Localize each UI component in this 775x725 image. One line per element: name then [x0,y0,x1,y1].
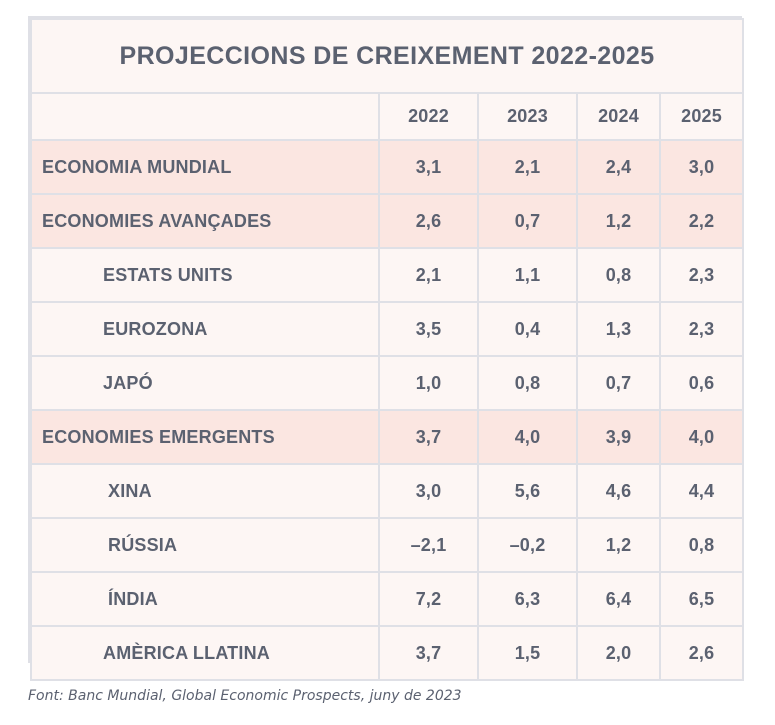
row-label: ESTATS UNITS [30,247,380,303]
table-cell: 4,0 [658,409,745,465]
table-cell: 1,2 [576,517,661,573]
table-cell: 2,0 [576,625,661,681]
table-cell: 3,1 [378,139,479,195]
data-table: PROJECCIONS DE CREIXEMENT 2022-2025 2022… [29,18,745,681]
row-label: ECONOMIES AVANÇADES [30,193,380,249]
table-cell: 4,0 [477,409,578,465]
table-cell: 0,7 [477,193,578,249]
column-header-row: 2022 2023 2024 2025 [30,92,745,141]
table-cell: 0,6 [658,355,745,411]
row-label: ECONOMIA MUNDIAL [30,139,380,195]
table-cell: 6,4 [576,571,661,627]
table-row: JAPÓ 1,0 0,8 0,7 0,6 [30,355,745,411]
table-cell: 2,3 [658,301,745,357]
table-cell: 0,8 [658,517,745,573]
row-label: JAPÓ [30,355,380,411]
table-title: PROJECCIONS DE CREIXEMENT 2022-2025 [29,18,745,94]
table-cell: 0,7 [576,355,661,411]
table-cell: 1,3 [576,301,661,357]
table-cell: 3,5 [378,301,479,357]
table-cell: 2,3 [658,247,745,303]
table-cell: 3,7 [378,625,479,681]
column-header: 2023 [477,92,578,141]
table-cell: 4,6 [576,463,661,519]
table-cell: 2,6 [378,193,479,249]
column-header: 2022 [378,92,479,141]
table-row: ECONOMIA MUNDIAL 3,1 2,1 2,4 3,0 [30,139,745,195]
row-label: ECONOMIES EMERGENTS [30,409,380,465]
table-cell: 0,8 [477,355,578,411]
table-cell: 0,8 [576,247,661,303]
table-cell: 7,2 [378,571,479,627]
table-cell: 0,4 [477,301,578,357]
column-header: 2024 [576,92,661,141]
table-cell: 6,5 [658,571,745,627]
table-row: ECONOMIES EMERGENTS 3,7 4,0 3,9 4,0 [30,409,745,465]
table-cell: 2,2 [658,193,745,249]
table-cell: 2,1 [378,247,479,303]
source-note: Font: Banc Mundial, Global Economic Pros… [28,688,462,704]
table-body: ECONOMIA MUNDIAL 3,1 2,1 2,4 3,0 ECONOMIES AV… [30,139,745,681]
table-cell: 1,1 [477,247,578,303]
table-cell: 1,5 [477,625,578,681]
table-row: ECONOMIES AVANÇADES 2,6 0,7 1,2 2,2 [30,193,745,249]
row-label: ÍNDIA [30,571,380,627]
table-row: EUROZONA 3,5 0,4 1,3 2,3 [30,301,745,357]
table-cell: 3,0 [658,139,745,195]
table-row: XINA 3,0 5,6 4,6 4,4 [30,463,745,519]
row-label: AMÈRICA LLATINA [30,625,380,681]
table-cell: 6,3 [477,571,578,627]
table-cell: 3,7 [378,409,479,465]
table-row: ÍNDIA 7,2 6,3 6,4 6,5 [30,571,745,627]
table-row: ESTATS UNITS 2,1 1,1 0,8 2,3 [30,247,745,303]
table-cell: 2,1 [477,139,578,195]
table-cell: –2,1 [378,517,479,573]
table-cell: 3,0 [378,463,479,519]
table-cell: 5,6 [477,463,578,519]
row-label: EUROZONA [30,301,380,357]
table-cell: 1,0 [378,355,479,411]
table-row: AMÈRICA LLATINA 3,7 1,5 2,0 2,6 [30,625,745,681]
table-cell: 3,9 [576,409,661,465]
table-cell: 2,6 [658,625,745,681]
table-cell: –0,2 [477,517,578,573]
row-label: XINA [30,463,380,519]
column-header: 2025 [658,92,745,141]
row-label: RÚSSIA [30,517,380,573]
header-corner [30,92,380,141]
table-cell: 1,2 [576,193,661,249]
table-row: RÚSSIA –2,1 –0,2 1,2 0,8 [30,517,745,573]
table-cell: 2,4 [576,139,661,195]
table-cell: 4,4 [658,463,745,519]
growth-projections-table: PROJECCIONS DE CREIXEMENT 2022-2025 2022… [28,16,745,681]
